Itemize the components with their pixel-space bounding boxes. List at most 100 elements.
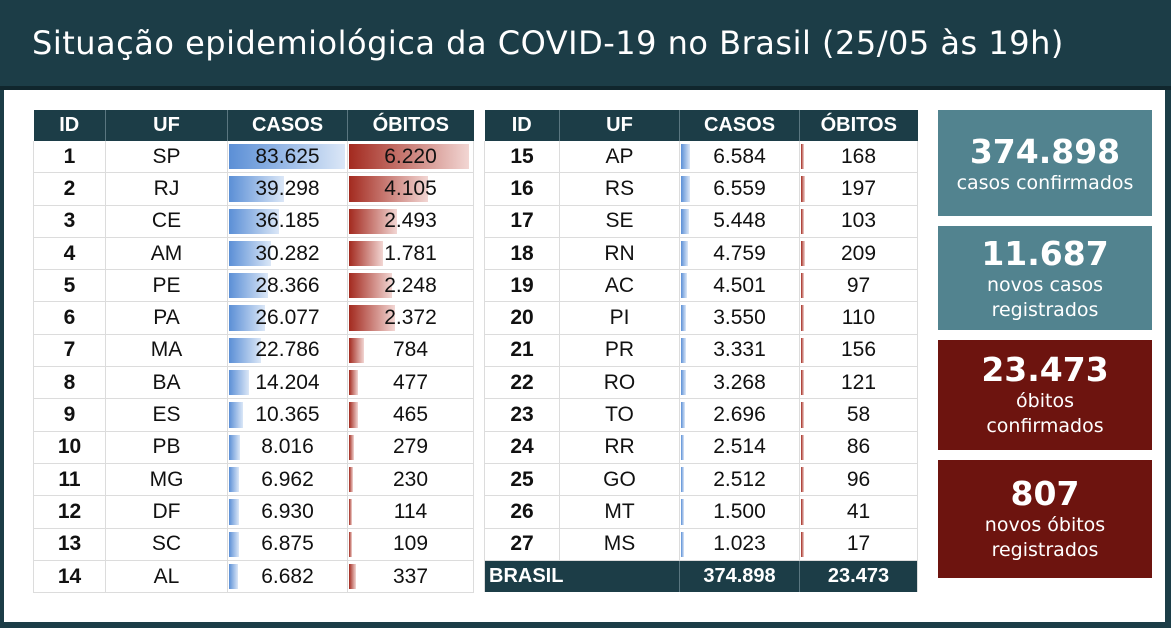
cell-uf: RJ bbox=[105, 172, 228, 206]
cases-data-bar bbox=[681, 402, 685, 428]
cell-casos-value: 83.625 bbox=[255, 144, 320, 168]
cell-casos-value: 1.500 bbox=[713, 499, 766, 523]
cases-data-bar bbox=[681, 273, 688, 299]
cell-casos-value: 10.365 bbox=[255, 403, 320, 427]
cell-obitos: 41 bbox=[799, 495, 918, 529]
cell-obitos: 6.220 bbox=[347, 141, 474, 174]
cell-id: 5 bbox=[33, 269, 106, 303]
cases-data-bar bbox=[681, 176, 691, 202]
table-row: 7 MA 22.786 784 bbox=[33, 334, 474, 368]
table-row: 27 MS 1.023 17 bbox=[484, 528, 918, 561]
cell-obitos: 1.781 bbox=[347, 237, 474, 271]
cell-uf: BA bbox=[105, 366, 228, 400]
cell-casos: 36.185 bbox=[227, 205, 348, 238]
cell-obitos-value: 477 bbox=[392, 370, 429, 394]
cell-obitos: 58 bbox=[799, 398, 918, 432]
table-row: 11 MG 6.962 230 bbox=[33, 463, 474, 497]
deaths-data-bar bbox=[801, 531, 804, 557]
table-row: 2 RJ 39.298 4.105 bbox=[33, 172, 474, 206]
cases-data-bar bbox=[229, 563, 239, 590]
table-row: 1 SP 83.625 6.220 bbox=[33, 141, 474, 174]
cell-obitos: 337 bbox=[347, 560, 474, 594]
cell-casos-value: 6.584 bbox=[713, 144, 766, 168]
cell-obitos-value: 2.248 bbox=[384, 273, 437, 297]
cell-casos: 14.204 bbox=[227, 366, 348, 400]
cell-casos: 6.559 bbox=[679, 172, 800, 206]
deaths-data-bar bbox=[801, 208, 804, 234]
cell-casos: 1.500 bbox=[679, 495, 800, 529]
cell-casos-value: 1.023 bbox=[713, 532, 766, 556]
table-header-row: ID UF CASOS ÓBITOS bbox=[484, 110, 918, 141]
cases-data-bar bbox=[681, 370, 686, 396]
card-label-line1: óbitos bbox=[1016, 390, 1074, 412]
cell-obitos: 2.248 bbox=[347, 269, 474, 303]
column-header-obitos: ÓBITOS bbox=[347, 110, 474, 141]
table-row: 20 PI 3.550 110 bbox=[484, 301, 918, 335]
cell-uf: AC bbox=[559, 269, 680, 303]
cell-obitos: 279 bbox=[347, 431, 474, 464]
cases-data-bar bbox=[229, 499, 239, 525]
table-row: 15 AP 6.584 168 bbox=[484, 141, 918, 174]
cell-id: 24 bbox=[484, 431, 560, 464]
cell-obitos-value: 4.105 bbox=[384, 176, 437, 200]
card-number: 11.687 bbox=[981, 234, 1109, 273]
cell-casos: 3.331 bbox=[679, 334, 800, 368]
header-bar: Situação epidemiológica da COVID-19 no B… bbox=[0, 0, 1171, 90]
deaths-data-bar bbox=[349, 273, 393, 299]
deaths-data-bar bbox=[801, 499, 804, 525]
cell-casos: 2.512 bbox=[679, 463, 800, 497]
cell-casos: 5.448 bbox=[679, 205, 800, 238]
page-title: Situação epidemiológica da COVID-19 no B… bbox=[32, 24, 1064, 62]
deaths-data-bar bbox=[349, 337, 365, 364]
cell-obitos-value: 1.781 bbox=[384, 241, 437, 265]
table-row: 5 PE 28.366 2.248 bbox=[33, 269, 474, 303]
cell-uf: TO bbox=[559, 398, 680, 432]
cell-obitos-value: 2.493 bbox=[384, 209, 437, 233]
cell-casos: 3.268 bbox=[679, 366, 800, 400]
cases-data-bar bbox=[681, 208, 689, 234]
cases-data-bar bbox=[681, 144, 691, 170]
cell-id: 8 bbox=[33, 366, 106, 400]
table-row: 21 PR 3.331 156 bbox=[484, 334, 918, 368]
table-row: 6 PA 26.077 2.372 bbox=[33, 301, 474, 335]
cell-casos-value: 28.366 bbox=[255, 273, 320, 297]
card-label-line2: registrados bbox=[991, 299, 1099, 321]
table-row: 18 RN 4.759 209 bbox=[484, 237, 918, 271]
cell-uf: SP bbox=[105, 141, 228, 174]
cell-id: 21 bbox=[484, 334, 560, 368]
cell-casos-value: 30.282 bbox=[255, 241, 320, 265]
table-row: 22 RO 3.268 121 bbox=[484, 366, 918, 400]
cell-casos-value: 6.962 bbox=[261, 467, 314, 491]
cell-casos-value: 2.696 bbox=[713, 403, 766, 427]
cell-id: 15 bbox=[484, 141, 560, 174]
cell-uf: AL bbox=[105, 560, 228, 594]
deaths-data-bar bbox=[801, 370, 804, 396]
cell-casos: 6.930 bbox=[227, 495, 348, 529]
deaths-data-bar bbox=[801, 466, 804, 493]
cell-obitos: 97 bbox=[799, 269, 918, 303]
cases-data-bar bbox=[229, 208, 280, 234]
table-row: 4 AM 30.282 1.781 bbox=[33, 237, 474, 271]
deaths-data-bar bbox=[801, 273, 804, 299]
cell-obitos: 103 bbox=[799, 205, 918, 238]
deaths-data-bar bbox=[349, 208, 398, 234]
cell-casos-value: 4.501 bbox=[713, 273, 766, 297]
deaths-data-bar bbox=[349, 434, 355, 460]
card-new-deaths: 807 novos óbitos registrados bbox=[938, 460, 1152, 578]
cell-id: 23 bbox=[484, 398, 560, 432]
cell-obitos-value: 230 bbox=[392, 467, 429, 491]
cell-uf: PA bbox=[105, 301, 228, 335]
cell-casos: 4.759 bbox=[679, 237, 800, 271]
cell-casos-value: 3.268 bbox=[713, 370, 766, 394]
cell-id: 16 bbox=[484, 172, 560, 206]
column-header-id: ID bbox=[33, 110, 106, 141]
card-number: 374.898 bbox=[969, 132, 1121, 171]
deaths-data-bar bbox=[801, 337, 804, 364]
cell-uf: MG bbox=[105, 463, 228, 497]
cell-obitos-value: 209 bbox=[840, 241, 877, 265]
cell-obitos-value: 41 bbox=[846, 499, 871, 523]
cell-id: 22 bbox=[484, 366, 560, 400]
cell-casos: 30.282 bbox=[227, 237, 348, 271]
cell-casos-value: 6.682 bbox=[261, 564, 314, 588]
